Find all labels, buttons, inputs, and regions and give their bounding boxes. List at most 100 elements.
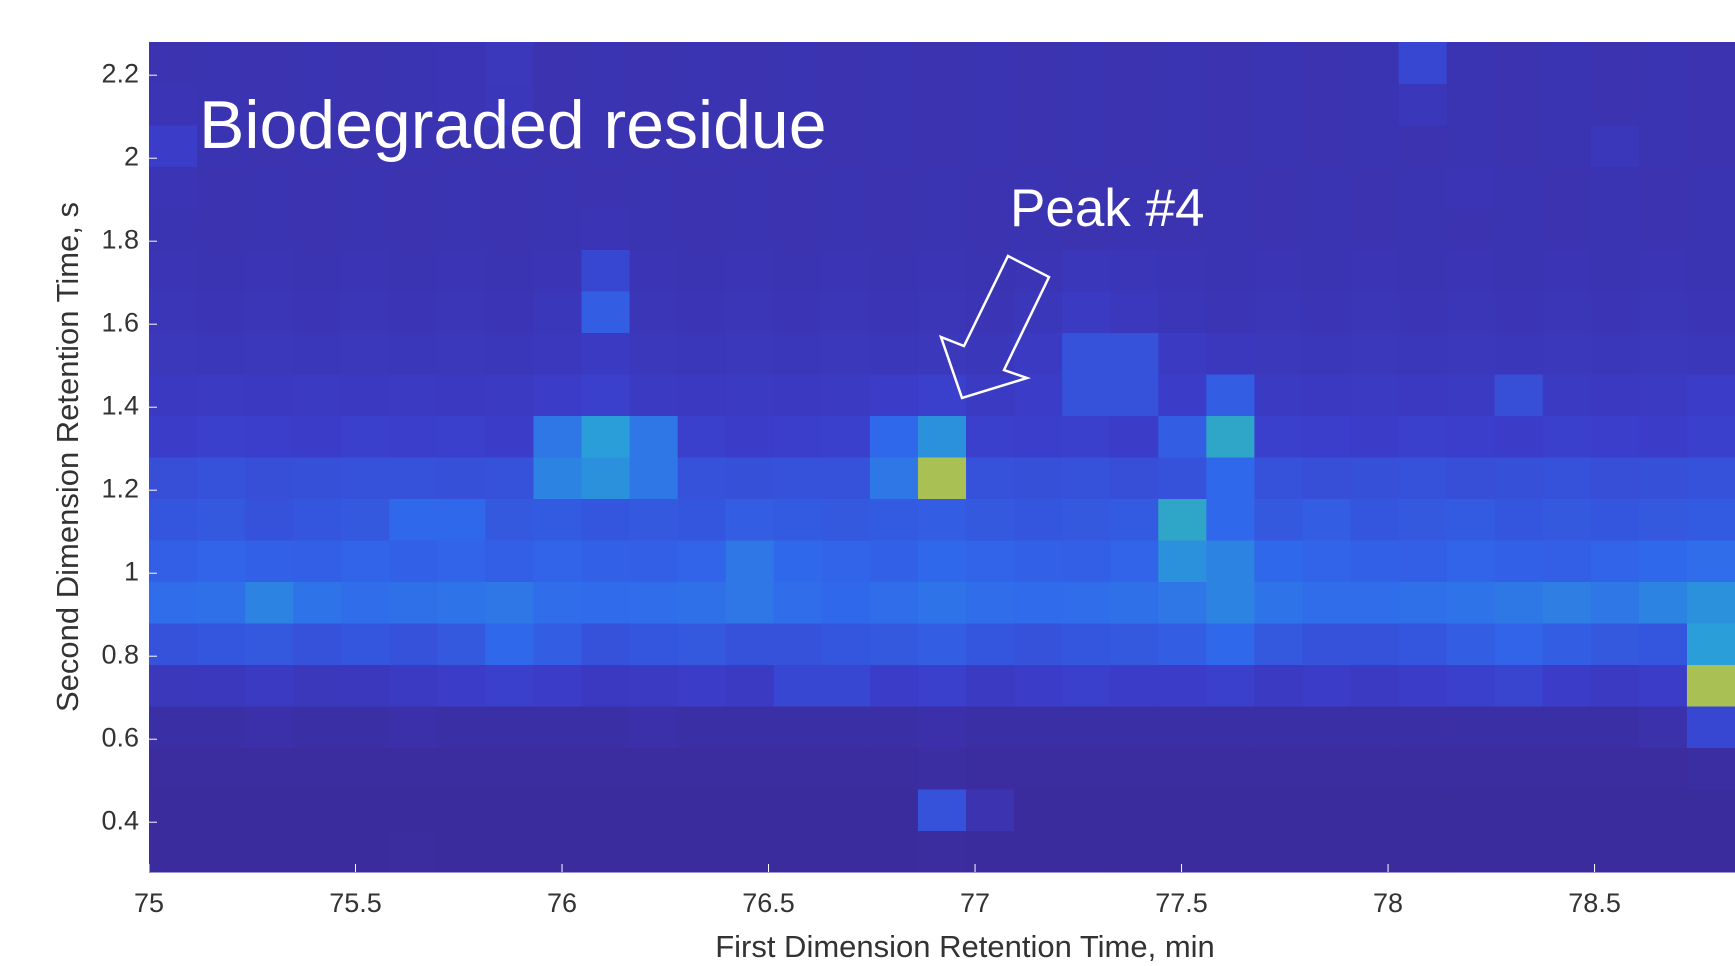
heatmap-cell	[389, 664, 438, 707]
heatmap-cell	[1014, 374, 1063, 416]
heatmap-cell	[725, 291, 775, 333]
heatmap-cell	[1062, 415, 1111, 458]
heatmap-cell	[197, 415, 246, 458]
heatmap-cell	[677, 540, 727, 582]
heatmap-cell	[485, 830, 534, 873]
heatmap-cell	[1686, 623, 1735, 665]
heatmap-cell	[917, 581, 967, 624]
heatmap-cell	[773, 706, 823, 748]
heatmap-cell	[773, 498, 823, 541]
heatmap-cell	[1590, 249, 1640, 292]
heatmap-cell	[1254, 623, 1303, 665]
y-axis-label: Second Dimension Retention Time, s	[50, 202, 85, 712]
heatmap-cell	[533, 166, 583, 209]
heatmap-cell	[1590, 789, 1640, 831]
heatmap-cell	[485, 374, 534, 416]
heatmap-cell	[485, 415, 534, 458]
heatmap-cell	[1398, 332, 1448, 375]
heatmap-cell	[1110, 291, 1159, 333]
heatmap-cell	[869, 332, 919, 375]
y-tick-label: 0.8	[101, 639, 139, 669]
heatmap-cell	[437, 498, 486, 541]
heatmap-cell	[389, 540, 438, 582]
heatmap-cell	[1638, 332, 1688, 375]
heatmap-cell	[245, 332, 294, 375]
x-tick-label: 76	[547, 888, 577, 918]
heatmap-cell	[629, 581, 679, 624]
heatmap-cell	[1446, 747, 1496, 790]
heatmap-cell	[341, 706, 390, 748]
heatmap-cell	[773, 540, 823, 582]
heatmap-cell	[293, 830, 342, 873]
heatmap-cell	[1254, 125, 1303, 167]
heatmap-cell	[1686, 249, 1735, 292]
heatmap-cell	[1542, 789, 1592, 831]
annotation: Peak #4	[1010, 179, 1204, 238]
heatmap-cell	[293, 332, 342, 375]
heatmap-cell	[1350, 830, 1400, 873]
heatmap-cell	[821, 623, 871, 665]
heatmap-cell	[1254, 747, 1303, 790]
heatmap-cell	[533, 83, 583, 126]
heatmap-cell	[1638, 457, 1688, 499]
heatmap-cell	[725, 706, 775, 748]
heatmap-cell	[293, 457, 342, 499]
heatmap-cell	[917, 457, 967, 499]
heatmap-cell	[533, 706, 583, 748]
heatmap-cell	[629, 332, 679, 375]
heatmap-cell	[1446, 291, 1496, 333]
heatmap-cell	[821, 747, 871, 790]
heatmap-cell	[1254, 581, 1303, 624]
heatmap-cell	[1302, 83, 1352, 126]
heatmap-cell	[293, 374, 342, 416]
heatmap-cell	[725, 623, 775, 665]
heatmap-cell	[1398, 415, 1448, 458]
heatmap-cell	[677, 457, 727, 499]
heatmap-cell	[1110, 374, 1159, 416]
heatmap-cell	[629, 664, 679, 707]
heatmap-cell	[485, 498, 534, 541]
heatmap-cell	[1110, 830, 1159, 873]
heatmap-cell	[1110, 457, 1159, 499]
heatmap-cell	[149, 747, 198, 790]
heatmap-cell	[1542, 706, 1592, 748]
heatmap-cell	[293, 498, 342, 541]
heatmap-cell	[869, 42, 919, 84]
heatmap-cell	[1542, 374, 1592, 416]
heatmap-cell	[917, 83, 967, 126]
heatmap-cell	[293, 291, 342, 333]
heatmap-cell	[1158, 83, 1207, 126]
heatmap-cell	[917, 789, 967, 831]
heatmap-cell	[293, 706, 342, 748]
heatmap-cell	[1542, 208, 1592, 250]
heatmap-cell	[1158, 374, 1207, 416]
heatmap-cell	[1590, 540, 1640, 582]
y-tick-label: 0.4	[101, 805, 139, 835]
heatmap-cell	[485, 83, 534, 126]
heatmap-cell	[966, 747, 1015, 790]
heatmap-cell	[1062, 166, 1111, 209]
heatmap-cell	[869, 415, 919, 458]
heatmap-cell	[869, 166, 919, 209]
heatmap-cell	[293, 249, 342, 292]
heatmap-cell	[1158, 415, 1207, 458]
heatmap-cell	[293, 83, 342, 126]
heatmap-cell	[293, 125, 342, 167]
heatmap-cell	[1686, 706, 1735, 748]
heatmap-cell	[629, 706, 679, 748]
heatmap-cell	[341, 291, 390, 333]
heatmap-cell	[1590, 457, 1640, 499]
heatmap-cell	[773, 83, 823, 126]
heatmap-cell	[1446, 498, 1496, 541]
heatmap-cell	[389, 249, 438, 292]
heatmap-cell	[581, 249, 631, 292]
heatmap-cell	[341, 830, 390, 873]
heatmap-cell	[389, 415, 438, 458]
heatmap-cell	[341, 83, 390, 126]
heatmap-cell	[341, 664, 390, 707]
heatmap-cell	[966, 498, 1015, 541]
heatmap-cell	[917, 125, 967, 167]
heatmap-cell	[581, 42, 631, 84]
heatmap-cell	[1110, 747, 1159, 790]
